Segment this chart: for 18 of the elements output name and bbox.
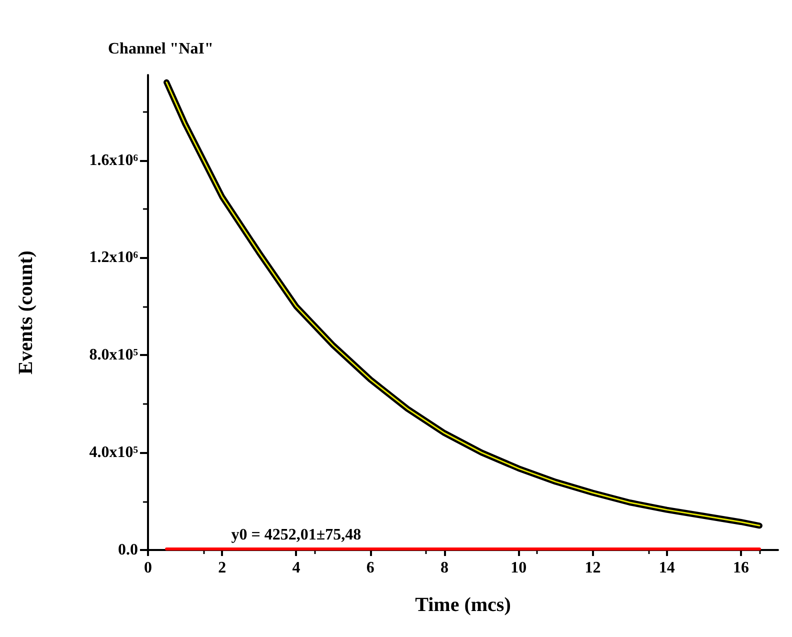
x-tick-label: 2 bbox=[218, 560, 226, 576]
x-tick-label: 14 bbox=[658, 560, 675, 576]
x-tick-label: 12 bbox=[584, 560, 601, 576]
x-tick-label: 16 bbox=[732, 560, 749, 576]
chart-title: Channel "NaI" bbox=[108, 40, 214, 58]
y-tick-label: 1.6x10⁶ bbox=[89, 152, 138, 169]
y-axis-title: Events (count) bbox=[15, 250, 37, 374]
y-tick-label: 0.0 bbox=[118, 542, 138, 558]
x-axis-title: Time (mcs) bbox=[415, 594, 511, 616]
x-tick-label: 10 bbox=[510, 560, 527, 576]
y-tick-label: 1.2x10⁶ bbox=[89, 249, 138, 266]
y-tick-label: 4.0x10⁵ bbox=[89, 444, 138, 462]
x-tick-label: 8 bbox=[440, 560, 448, 576]
y-tick-label: 8.0x10⁵ bbox=[89, 346, 138, 364]
x-tick-label: 4 bbox=[292, 560, 300, 576]
annotation: y0 = 4252,01±75,48 bbox=[231, 526, 362, 544]
x-tick-label: 6 bbox=[366, 560, 374, 576]
x-tick-label: 0 bbox=[144, 560, 152, 576]
